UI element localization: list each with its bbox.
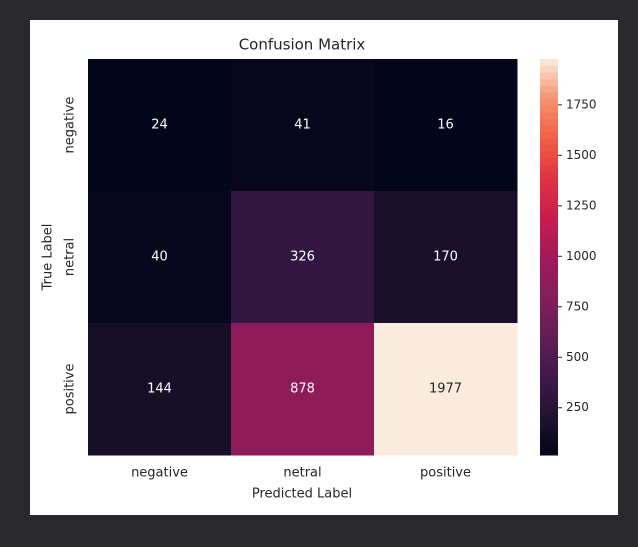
- heatmap-cell: [374, 323, 518, 456]
- colorbar-segment: [540, 402, 558, 410]
- colorbar-segment: [540, 118, 558, 126]
- heatmap-cell: [374, 191, 518, 324]
- colorbar-segment: [540, 210, 558, 218]
- colorbar-segment: [540, 349, 558, 357]
- colorbar-segment: [540, 336, 558, 344]
- cell-label: 41: [294, 118, 311, 133]
- colorbar-segment: [540, 342, 558, 350]
- colorbar-segment: [540, 92, 558, 100]
- colorbar-segment: [540, 131, 558, 139]
- colorbar-segment: [540, 98, 558, 106]
- colorbar-segment: [540, 217, 558, 225]
- colorbar-segment: [540, 270, 558, 278]
- heatmap-cell: [231, 323, 375, 456]
- colorbar-segment: [540, 151, 558, 159]
- colorbar-segment: [540, 263, 558, 271]
- colorbar-segment: [540, 204, 558, 212]
- colorbar-segment: [540, 138, 558, 146]
- colorbar-segment: [540, 105, 558, 113]
- colorbar-segment: [540, 428, 558, 436]
- colorbar-segment: [540, 441, 558, 449]
- colorbar-segment: [540, 356, 558, 364]
- colorbar-segment: [540, 290, 558, 298]
- colorbar-segment: [540, 243, 558, 251]
- colorbar-tick-label: 500: [566, 350, 589, 364]
- colorbar-segment: [540, 59, 558, 67]
- colorbar-segment: [540, 65, 558, 73]
- colorbar-segment: [540, 237, 558, 245]
- heatmap-cell: [231, 59, 375, 192]
- colorbar-segment: [540, 257, 558, 265]
- colorbar-segment: [540, 191, 558, 199]
- cell-label: 170: [433, 250, 458, 265]
- colorbar-segment: [540, 158, 558, 166]
- colorbar-segment: [540, 395, 558, 403]
- colorbar-tick-label: 250: [566, 400, 589, 414]
- heatmap-cell: [88, 191, 232, 324]
- colorbar-tick-label: 1000: [566, 249, 597, 263]
- colorbar-segment: [540, 435, 558, 443]
- colorbar-segment: [540, 316, 558, 324]
- chart-title: Confusion Matrix: [239, 36, 366, 54]
- cell-label: 24: [151, 118, 168, 133]
- colorbar-segment: [540, 408, 558, 416]
- colorbar-tick-label: 1500: [566, 148, 597, 162]
- cell-label: 1977: [429, 382, 462, 397]
- colorbar-segment: [540, 164, 558, 172]
- colorbar-segment: [540, 283, 558, 291]
- colorbar-segment: [540, 184, 558, 192]
- colorbar-segment: [540, 362, 558, 370]
- x-axis-label: Predicted Label: [252, 487, 352, 502]
- colorbar-segment: [540, 197, 558, 205]
- colorbar-segment: [540, 375, 558, 383]
- x-tick-label: netral: [283, 466, 321, 481]
- colorbar-segment: [540, 369, 558, 377]
- colorbar-segment: [540, 303, 558, 311]
- heatmap-cell: [88, 59, 232, 192]
- x-tick-label: positive: [420, 466, 471, 481]
- colorbar-segment: [540, 177, 558, 185]
- colorbar-segment: [540, 250, 558, 258]
- y-axis-label: True Label: [41, 224, 56, 292]
- y-tick-label: netral: [63, 238, 78, 276]
- colorbar-segment: [540, 171, 558, 179]
- cell-label: 40: [151, 250, 168, 265]
- colorbar-segment: [540, 382, 558, 390]
- cell-label: 16: [437, 118, 454, 133]
- x-tick-label: negative: [131, 466, 188, 481]
- colorbar-segment: [540, 111, 558, 119]
- colorbar-segment: [540, 323, 558, 331]
- colorbar-tick-label: 1250: [566, 198, 597, 212]
- y-tick-label: negative: [63, 97, 78, 154]
- colorbar-segment: [540, 448, 558, 456]
- colorbar-segment: [540, 144, 558, 152]
- colorbar-segment: [540, 224, 558, 232]
- colorbar-segment: [540, 72, 558, 80]
- heatmap-cell: [88, 323, 232, 456]
- heatmap-cell: [231, 191, 375, 324]
- cell-label: 326: [290, 250, 315, 265]
- colorbar-segment: [540, 125, 558, 133]
- colorbar-segment: [540, 230, 558, 238]
- colorbar-segment: [540, 85, 558, 93]
- colorbar-segment: [540, 276, 558, 284]
- y-tick-label: positive: [63, 364, 78, 415]
- colorbar-segment: [540, 296, 558, 304]
- heatmap-cell: [374, 59, 518, 192]
- colorbar-segment: [540, 415, 558, 423]
- colorbar-segment: [540, 329, 558, 337]
- colorbar-segment: [540, 389, 558, 397]
- colorbar-tick-label: 1750: [566, 97, 597, 111]
- colorbar-segment: [540, 309, 558, 317]
- cell-label: 878: [290, 382, 315, 397]
- colorbar-segment: [540, 422, 558, 430]
- cell-label: 144: [147, 382, 172, 397]
- colorbar-segment: [540, 78, 558, 86]
- colorbar-tick-label: 750: [566, 299, 589, 313]
